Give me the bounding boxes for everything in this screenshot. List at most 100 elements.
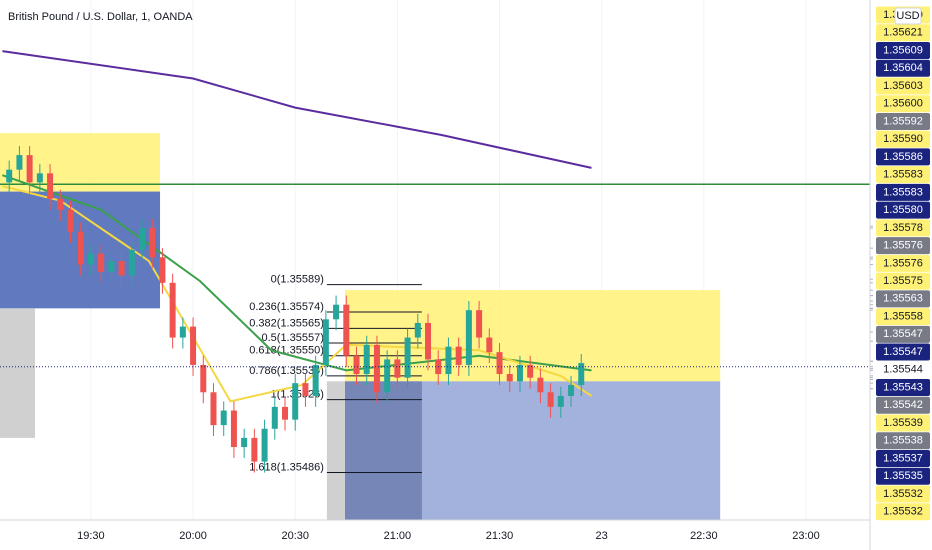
candle-body	[220, 410, 227, 426]
candle-body	[384, 359, 391, 393]
price-tag-label: 1.35586	[883, 151, 923, 163]
price-tag	[876, 343, 930, 361]
fib-label: 0(1.35589)	[271, 274, 324, 286]
candle-body	[47, 173, 54, 199]
price-tag-label: 1.35592	[883, 115, 923, 127]
x-tick-label: 22:30	[690, 530, 718, 542]
candle-body	[210, 392, 217, 426]
candle-body	[6, 169, 13, 183]
candle-body	[98, 253, 105, 272]
price-tag	[876, 166, 930, 184]
price-tag-label: 1.35563	[883, 293, 923, 305]
candle-body	[547, 392, 554, 407]
price-tag	[876, 308, 930, 326]
price-axis: 19:30 20:00 20:30 21:00 21:30 23 22:30 23:00 1.3…	[77, 6, 930, 542]
price-tag	[876, 183, 930, 201]
price-tag	[876, 95, 930, 113]
position-box	[326, 381, 345, 520]
candle-body	[292, 383, 299, 420]
candle-body	[26, 155, 33, 183]
price-tag	[876, 450, 930, 467]
candle-body	[241, 437, 248, 448]
candle-body	[516, 364, 523, 382]
price-tag	[876, 24, 930, 42]
candle-body	[496, 352, 503, 375]
moving-average	[2, 174, 592, 372]
price-tag-label: 1.35547	[883, 328, 923, 340]
price-tag-label: 1.35609	[883, 44, 923, 56]
candle-body	[302, 383, 309, 396]
fib-label: 0.236(1.35574)	[249, 301, 324, 313]
candle-body	[312, 364, 319, 396]
fib-label: 0.382(1.35565)	[249, 317, 324, 329]
price-tag-label: 1.35600	[883, 98, 923, 110]
currency-label: USD	[896, 10, 919, 22]
price-tag-label: 1.35535	[883, 470, 923, 482]
price-tag	[876, 112, 930, 130]
candle-body	[455, 346, 462, 365]
price-tag	[876, 254, 930, 272]
candle-body	[149, 228, 156, 258]
candle-body	[568, 384, 575, 396]
price-tag	[876, 432, 930, 450]
price-tag	[876, 219, 930, 237]
candle-body	[333, 304, 340, 320]
candle-body	[118, 260, 125, 276]
candle-body	[373, 344, 380, 393]
candle-body	[486, 337, 493, 353]
x-tick-label: 20:30	[281, 530, 309, 542]
fib-label: 1.618(1.35486)	[249, 461, 324, 473]
candle-body	[557, 395, 564, 407]
x-tick-label: 20:00	[179, 530, 207, 542]
candle-body	[190, 326, 197, 365]
candle-body	[445, 346, 452, 375]
price-tag-label: 1.35539	[883, 417, 923, 429]
candle-body	[128, 249, 135, 276]
price-tag-label: 1.35576	[883, 240, 923, 252]
candle-body	[537, 377, 544, 393]
price-tag	[876, 325, 930, 343]
fib-label: 0.5(1.35557)	[261, 332, 323, 344]
price-tag-label: 1.35543	[883, 381, 923, 393]
price-tag	[876, 148, 930, 166]
position-box	[0, 308, 36, 438]
x-tick-label: 19:30	[77, 530, 105, 542]
candle-body	[169, 282, 176, 338]
candle-body	[67, 209, 74, 232]
price-tag	[876, 272, 930, 290]
candle-body	[282, 406, 289, 420]
moving-average	[2, 50, 592, 169]
currency-badge	[894, 7, 922, 25]
x-tick-label: 21:30	[486, 530, 514, 542]
price-tag-label: 1.35604	[883, 62, 923, 74]
price-tag	[876, 290, 930, 308]
price-tag	[876, 485, 930, 503]
candle-body	[138, 228, 145, 250]
price-tag-label: 1.35537	[883, 452, 923, 464]
price-tag	[876, 41, 930, 59]
price-tag	[876, 379, 930, 397]
candle-body	[230, 410, 237, 448]
candle-body	[251, 437, 258, 462]
candle-body	[506, 374, 513, 382]
candle-body	[179, 326, 186, 338]
price-tag-label: 1.35547	[883, 346, 923, 358]
candle-body	[200, 364, 207, 393]
candle-body	[322, 319, 329, 365]
price-tag	[876, 237, 930, 255]
fib-label: 0.786(1.35539)	[249, 365, 324, 377]
candle-body	[36, 173, 43, 183]
price-tag	[876, 130, 930, 148]
price-tag-label: 1.35544	[883, 364, 923, 376]
price-tag-label: 1.35583	[883, 169, 923, 181]
price-tag	[876, 361, 930, 379]
price-tag-label: 1.35576	[883, 257, 923, 269]
candle-body	[77, 231, 84, 265]
candle-body	[476, 310, 483, 338]
price-tag	[876, 59, 930, 77]
price-tag	[876, 503, 930, 521]
price-tag-label: 1.35575	[883, 275, 923, 287]
candle-body	[87, 253, 94, 265]
price-tag-label: 1.35580	[883, 204, 923, 216]
